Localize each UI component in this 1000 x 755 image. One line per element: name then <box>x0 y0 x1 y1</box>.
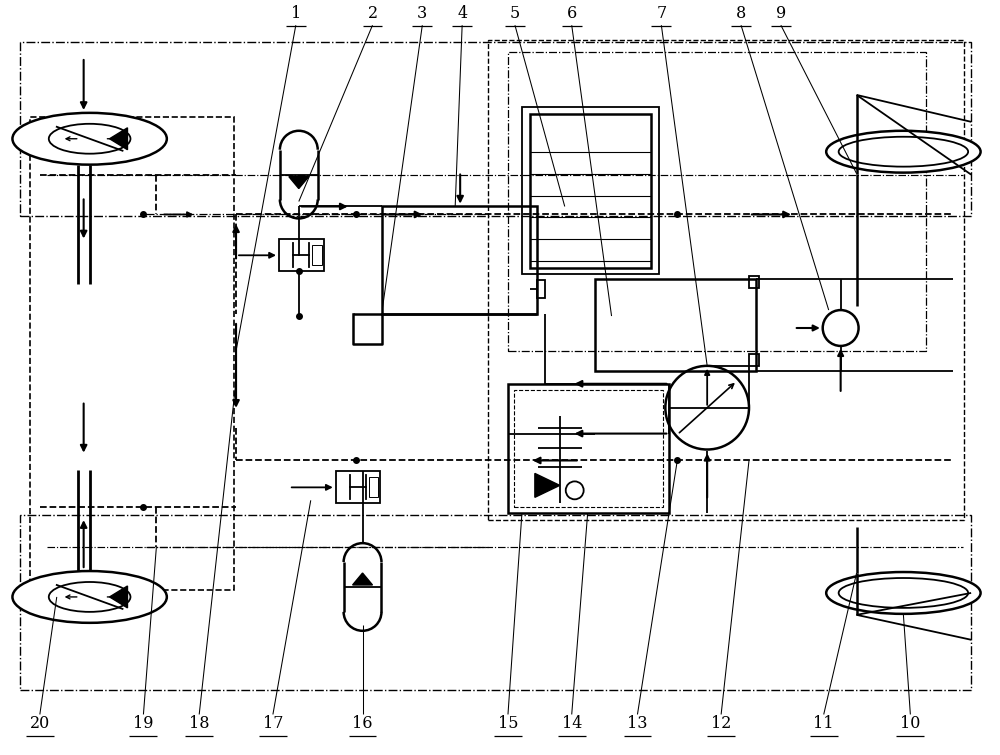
Text: 15: 15 <box>498 716 518 732</box>
Polygon shape <box>535 473 560 498</box>
Bar <box>279 239 324 271</box>
Text: 9: 9 <box>776 5 786 22</box>
Text: 11: 11 <box>813 716 834 732</box>
Text: 19: 19 <box>133 716 154 732</box>
Ellipse shape <box>839 578 968 608</box>
Ellipse shape <box>826 131 981 173</box>
Bar <box>530 114 651 268</box>
Bar <box>312 245 322 265</box>
Bar <box>595 279 756 371</box>
Ellipse shape <box>12 112 167 165</box>
Polygon shape <box>353 573 373 585</box>
Bar <box>749 354 759 366</box>
Bar <box>369 477 378 498</box>
Bar <box>30 117 234 590</box>
Bar <box>514 390 663 507</box>
Ellipse shape <box>49 124 130 154</box>
Bar <box>20 42 971 217</box>
Text: 7: 7 <box>656 5 666 22</box>
Text: 14: 14 <box>562 716 582 732</box>
Bar <box>20 515 971 689</box>
Polygon shape <box>110 586 127 608</box>
Bar <box>508 384 669 513</box>
Ellipse shape <box>826 572 981 614</box>
Text: 1: 1 <box>291 5 301 22</box>
Bar <box>488 40 964 520</box>
Text: 18: 18 <box>189 716 209 732</box>
Ellipse shape <box>12 571 167 623</box>
Polygon shape <box>110 128 127 149</box>
Polygon shape <box>289 177 309 189</box>
Bar <box>382 206 537 314</box>
Ellipse shape <box>49 582 130 612</box>
Text: 12: 12 <box>711 716 731 732</box>
Text: 16: 16 <box>352 716 373 732</box>
Bar <box>508 52 926 351</box>
Bar <box>749 276 759 288</box>
Text: 3: 3 <box>417 5 427 22</box>
Bar <box>336 471 380 504</box>
Text: 4: 4 <box>457 5 467 22</box>
Bar <box>537 280 545 298</box>
Text: 10: 10 <box>900 716 921 732</box>
Text: 5: 5 <box>510 5 520 22</box>
Text: 13: 13 <box>627 716 648 732</box>
Text: 6: 6 <box>567 5 577 22</box>
Text: 17: 17 <box>263 716 283 732</box>
Text: 2: 2 <box>367 5 378 22</box>
Bar <box>522 107 659 274</box>
Ellipse shape <box>839 137 968 167</box>
Text: 8: 8 <box>736 5 746 22</box>
Text: 20: 20 <box>30 716 50 732</box>
